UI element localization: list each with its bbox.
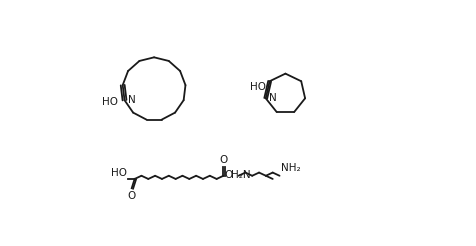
Text: H₂N: H₂N: [231, 170, 250, 180]
Text: O: O: [225, 170, 233, 180]
Text: HO: HO: [111, 168, 128, 178]
Text: NH₂: NH₂: [280, 163, 300, 173]
Text: O: O: [219, 154, 228, 165]
Text: N: N: [128, 95, 136, 105]
Text: HO: HO: [250, 82, 266, 92]
Text: N: N: [268, 93, 277, 103]
Text: O: O: [128, 191, 136, 201]
Text: HO: HO: [102, 97, 118, 107]
